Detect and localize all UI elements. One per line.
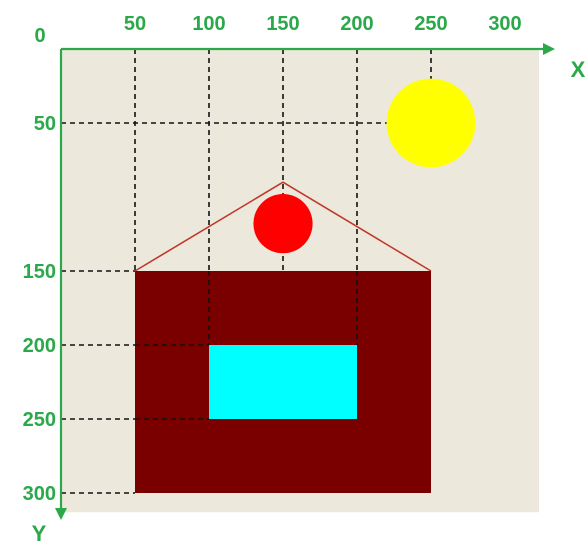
x-tick-label: 200 [340, 13, 373, 35]
roof-outline [134, 181, 432, 272]
y-tick-label: 200 [23, 335, 56, 357]
origin-label: 0 [34, 25, 45, 47]
x-tick-label: 150 [266, 13, 299, 35]
red-ball [253, 194, 313, 254]
x-tick-labels: 50 100 150 200 250 300 [124, 13, 522, 35]
window-guide-lines [135, 271, 358, 420]
house-window [209, 345, 357, 419]
y-axis-arrowhead [55, 508, 67, 520]
x-tick-label: 50 [124, 13, 146, 35]
y-tick-label: 300 [23, 483, 56, 505]
x-axis-name: X [571, 57, 585, 82]
sun-circle [386, 78, 476, 168]
y-tick-label: 150 [23, 261, 56, 283]
x-tick-label: 250 [414, 13, 447, 35]
x-tick-label: 300 [488, 13, 521, 35]
y-axis-name: Y [32, 521, 47, 546]
y-tick-labels: 50 150 200 250 300 [23, 113, 56, 505]
y-tick-label: 250 [23, 409, 56, 431]
x-axis-arrowhead [543, 43, 555, 55]
guide-lines [61, 49, 432, 494]
x-tick-label: 100 [192, 13, 225, 35]
y-tick-label: 50 [34, 113, 56, 135]
